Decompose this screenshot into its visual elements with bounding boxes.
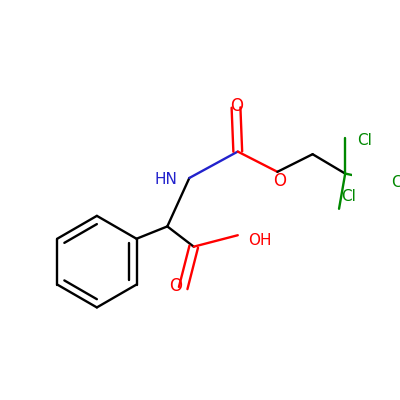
Text: Cl: Cl [358,133,372,148]
Text: OH: OH [248,233,272,248]
Text: Cl: Cl [391,175,400,190]
Text: O: O [170,277,183,295]
Text: O: O [273,172,286,190]
Text: O: O [230,97,243,115]
Text: Cl: Cl [341,189,356,204]
Text: HN: HN [154,172,177,187]
